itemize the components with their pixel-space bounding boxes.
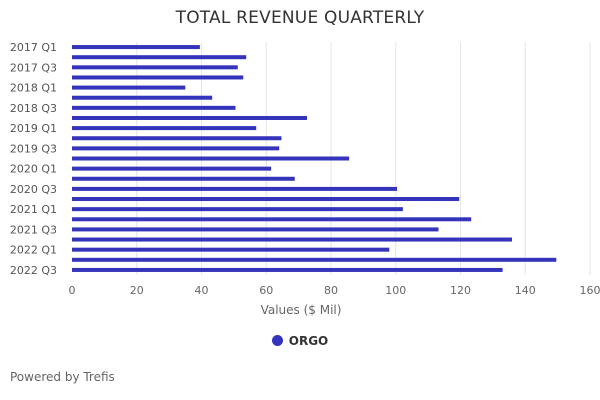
bar[interactable] <box>72 197 460 202</box>
x-tick-label: 100 <box>385 284 406 297</box>
x-tick-label: 0 <box>69 284 76 297</box>
y-tick-label: 2020 Q1 <box>10 163 57 176</box>
y-tick-label: 2018 Q1 <box>10 82 57 95</box>
x-tick-label: 160 <box>580 284 600 297</box>
y-tick-label: 2017 Q3 <box>10 61 57 74</box>
footer-credit: Powered by Trefis <box>10 370 115 384</box>
x-tick-label: 20 <box>130 284 144 297</box>
bar[interactable] <box>72 45 200 50</box>
legend-label: ORGO <box>288 334 329 348</box>
x-tick-label: 80 <box>324 284 338 297</box>
y-tick-label: 2017 Q1 <box>10 41 57 54</box>
y-tick-label: 2021 Q1 <box>10 203 57 216</box>
bar[interactable] <box>72 95 213 100</box>
bar[interactable] <box>72 207 403 212</box>
bar[interactable] <box>72 166 272 171</box>
bar[interactable] <box>72 176 295 181</box>
legend[interactable]: ORGO <box>0 334 600 348</box>
y-tick-label: 2018 Q3 <box>10 102 57 115</box>
bar[interactable] <box>72 217 472 222</box>
bar[interactable] <box>72 267 503 272</box>
bar[interactable] <box>72 257 557 262</box>
y-tick-label: 2022 Q1 <box>10 244 57 257</box>
bar[interactable] <box>72 65 238 70</box>
bar[interactable] <box>72 247 390 252</box>
bar[interactable] <box>72 237 512 242</box>
y-tick-label: 2022 Q3 <box>10 264 57 277</box>
bar[interactable] <box>72 136 282 141</box>
bar[interactable] <box>72 227 439 232</box>
y-tick-label: 2019 Q3 <box>10 142 57 155</box>
x-axis-label: Values ($ Mil) <box>261 303 342 317</box>
x-tick-label: 120 <box>450 284 471 297</box>
bar[interactable] <box>72 105 236 110</box>
bar[interactable] <box>72 186 398 191</box>
bar[interactable] <box>72 146 280 151</box>
x-tick-label: 60 <box>259 284 273 297</box>
bar[interactable] <box>72 156 350 161</box>
y-tick-label: 2021 Q3 <box>10 223 57 236</box>
y-tick-label: 2020 Q3 <box>10 183 57 196</box>
x-tick-label: 140 <box>515 284 536 297</box>
legend-marker-icon <box>271 335 283 346</box>
bar[interactable] <box>72 75 244 80</box>
bar[interactable] <box>72 126 257 131</box>
y-tick-label: 2019 Q1 <box>10 122 57 135</box>
bar[interactable] <box>72 85 186 90</box>
bar[interactable] <box>72 115 308 120</box>
bar[interactable] <box>72 55 247 60</box>
x-tick-label: 40 <box>195 284 209 297</box>
chart-title: TOTAL REVENUE QUARTERLY <box>175 8 425 28</box>
